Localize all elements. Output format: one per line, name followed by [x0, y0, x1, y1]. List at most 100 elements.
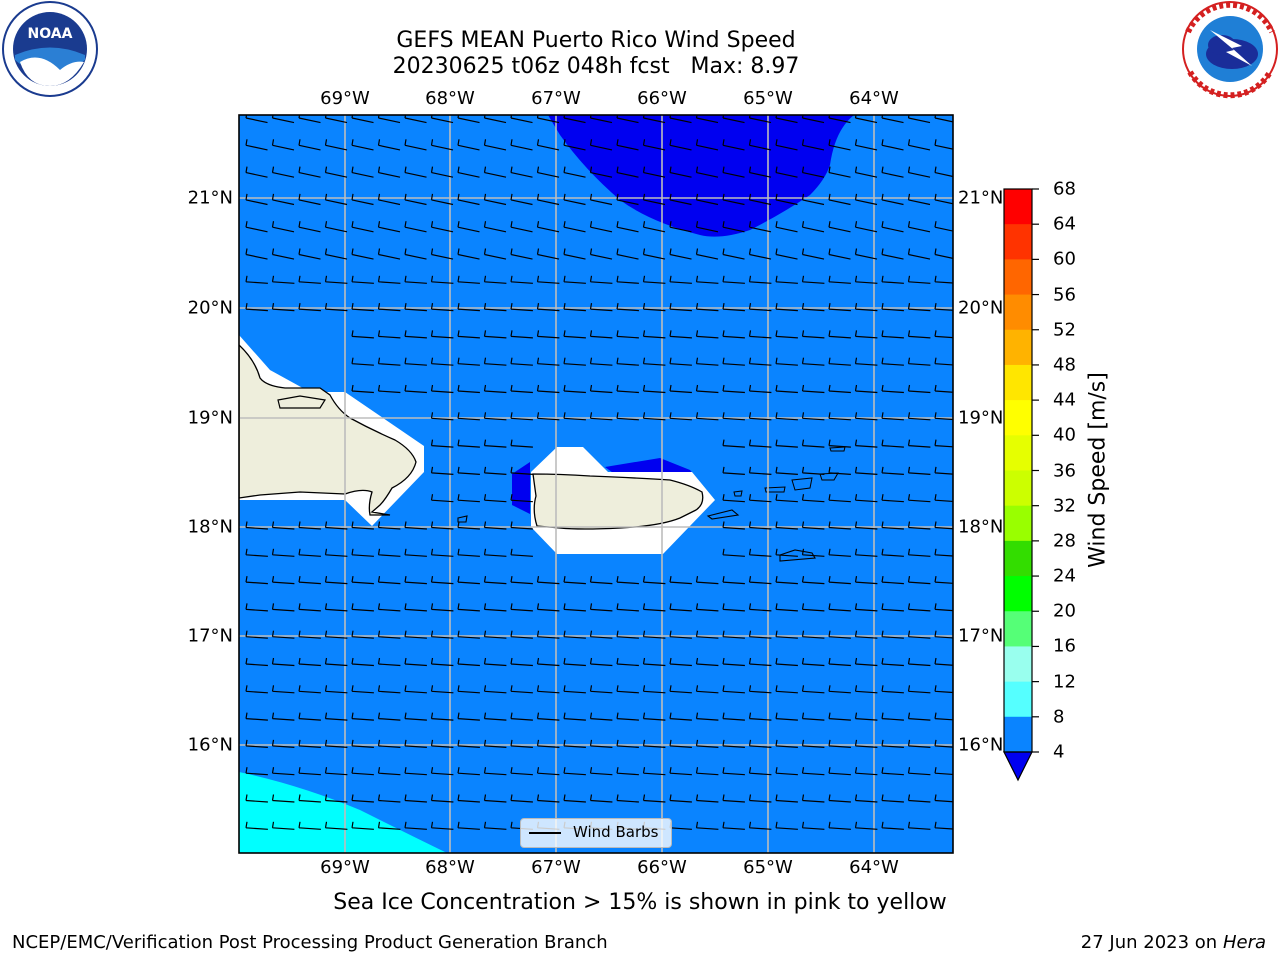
wind-barb: [669, 115, 692, 124]
wind-barb: [695, 115, 719, 124]
wind-barb: [563, 221, 586, 233]
wind-barb: [298, 576, 321, 585]
wind-barb: [430, 275, 454, 284]
wind-barb: [722, 412, 745, 421]
wind-barb: [271, 548, 295, 557]
wind-barb: [483, 248, 507, 260]
wind-barb: [722, 821, 745, 830]
wind-barb: [589, 794, 613, 803]
wind-barb: [934, 739, 953, 748]
colorbar-segment: [1004, 259, 1032, 296]
wind-barb: [324, 193, 348, 206]
wind-barb: [854, 794, 878, 803]
wind-barb: [324, 221, 348, 233]
wind-barb: [404, 139, 427, 151]
wind-barb: [377, 548, 401, 557]
wind-barb: [748, 139, 772, 151]
colorbar-segment: [1004, 470, 1032, 507]
wind-barb: [589, 603, 613, 612]
wind-barb: [510, 193, 533, 206]
wind-barb: [695, 576, 719, 585]
wind-barb: [457, 139, 480, 151]
wind-barb: [457, 712, 480, 721]
footer-host: Hera: [1222, 932, 1266, 953]
wind-barb: [881, 821, 904, 830]
wind-barb: [377, 275, 401, 284]
wind-barb: [801, 712, 825, 721]
wind-barb: [907, 193, 931, 206]
wind-barb: [536, 630, 560, 639]
wind-barb: [457, 357, 480, 366]
lat-label-right: 19°N: [958, 407, 1004, 429]
wind-barb: [775, 576, 798, 585]
wind-barb: [245, 275, 268, 284]
wind-barb: [430, 248, 454, 260]
wind-barb: [775, 412, 798, 421]
puerto-rico-land: [532, 473, 704, 530]
wind-barb: [404, 712, 427, 721]
wind-barb: [298, 139, 321, 151]
wind-barb: [934, 630, 953, 639]
wind-barb: [934, 303, 953, 311]
wind-barb: [483, 139, 507, 151]
wind-barb: [377, 576, 401, 585]
wind-barb: [775, 794, 798, 803]
colorbar-segment: [1004, 540, 1032, 577]
wind-barb: [695, 166, 719, 178]
wind-barb: [563, 685, 586, 694]
wind-barb: [483, 193, 507, 206]
wind-barb: [616, 115, 639, 124]
wind-barb: [483, 685, 507, 694]
colorbar-tick-label: 32: [1053, 495, 1076, 517]
wind-barb: [934, 548, 953, 557]
wind-barb: [695, 357, 719, 366]
wind-barb: [748, 330, 772, 339]
wind-barb: [695, 739, 719, 748]
wind-barb: [907, 221, 931, 233]
wind-barb: [563, 657, 586, 667]
wind-barb: [298, 603, 321, 612]
wind-barb: [669, 794, 692, 803]
wind-barb: [351, 384, 374, 394]
legend-label: Wind Barbs: [573, 823, 659, 841]
wind-barb: [245, 521, 268, 530]
wind-barb: [934, 794, 953, 803]
map-title: GEFS MEAN Puerto Rico Wind Speed: [396, 28, 796, 53]
wind-barb: [828, 794, 851, 803]
wind-barb: [589, 221, 613, 233]
colorbar-label: Wind Speed [m/s]: [1085, 372, 1111, 568]
wind-barb: [377, 303, 401, 312]
wind-barb: [351, 166, 374, 178]
wind-barb: [775, 193, 798, 206]
wind-barb: [430, 115, 454, 124]
wind-barb: [695, 657, 719, 667]
colorbar-segment: [1004, 611, 1032, 647]
wind-barb: [722, 303, 745, 312]
wind-barb: [801, 275, 825, 284]
wind-barb: [536, 767, 560, 776]
wind-barb: [324, 712, 348, 721]
wind-barb: [563, 767, 586, 776]
wind-barb: [351, 275, 374, 284]
wind-barb: [536, 657, 560, 667]
wind-barb: [907, 439, 931, 448]
lon-label-top: 66°W: [637, 88, 687, 109]
wind-barb: [536, 248, 560, 260]
wind-barb: [430, 166, 454, 178]
wind-barb: [377, 739, 401, 748]
wind-barb: [775, 767, 798, 776]
wind-barb: [430, 821, 454, 830]
wind-barb: [536, 576, 560, 585]
wind-barb: [801, 657, 825, 667]
wind-barb: [298, 521, 321, 530]
wind-barb: [669, 248, 692, 260]
lat-label-right: 17°N: [958, 625, 1004, 647]
wind-barb: [854, 412, 878, 421]
wind-barb: [457, 412, 480, 421]
wind-barb: [722, 330, 745, 339]
wind-barb: [775, 166, 798, 178]
wind-barb: [828, 630, 851, 639]
wind-barb: [775, 739, 798, 748]
wind-barb: [351, 712, 374, 721]
lat-label-right: 16°N: [958, 734, 1004, 756]
